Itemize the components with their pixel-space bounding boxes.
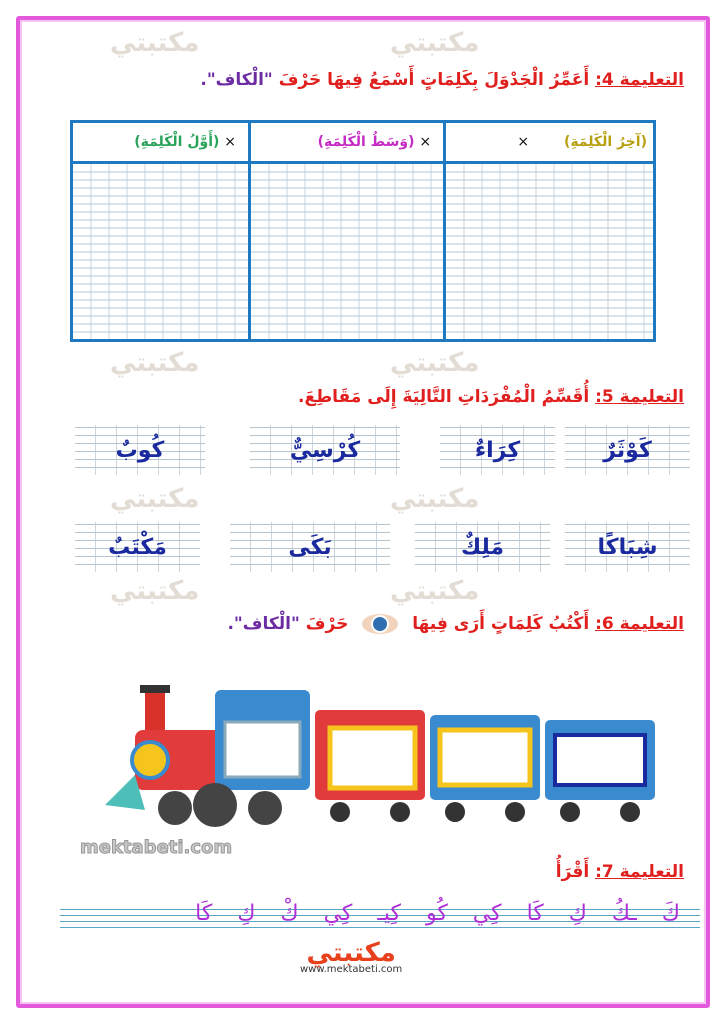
answer-cell-middle[interactable] (247, 161, 447, 342)
eye-icon (362, 614, 399, 634)
letter-position-table: × (أَوَّلُ الْكَلِمَةِ) × (وَسَطُ الْكَل… (70, 120, 656, 342)
column-header-last: (آخِرُ الْكَلِمَةِ) × (443, 120, 656, 164)
instruction-text: أَقْرَأُ (555, 862, 590, 882)
letter-syllables: كَ ـكُ كِ كَا كِي كُو كِيـ كِي كْ كِ كَا (195, 901, 680, 926)
instruction-text: أَعَمِّرُ الْجَدْوَلَ بِكَلِمَاتٍ أَسْمَ… (278, 70, 590, 90)
wagon (430, 715, 540, 822)
header-label: (آخِرُ الْكَلِمَةِ) (563, 134, 647, 150)
header-label: (أَوَّلُ الْكَلِمَةِ) (134, 134, 220, 150)
word-box[interactable]: مَكْتَبٌ (75, 522, 200, 572)
reading-line: كَ ـكُ كِ كَا كِي كُو كِيـ كِي كْ كِ كَا (60, 901, 700, 933)
close-icon: × (419, 134, 432, 150)
instruction-label: التعليمة 4: (595, 70, 684, 90)
mektabeti-logo: مكتبتي www.mektabeti.com (300, 938, 402, 975)
instruction-6: التعليمة 6: أَكْتُبُ كَلِمَاتٍ أَرَى فِي… (227, 614, 684, 634)
kaf-label: "الْكاف". (200, 70, 273, 90)
close-icon: × (517, 134, 530, 150)
answer-cell-first[interactable] (70, 161, 251, 342)
word-box[interactable]: كِرَاءٌ (440, 425, 555, 475)
word-box[interactable]: مَلِكٌ (415, 522, 550, 572)
wagon (315, 710, 425, 822)
column-header-middle: × (وَسَطُ الْكَلِمَةِ) (247, 120, 447, 164)
word-box[interactable]: كُرْسِيٌّ (250, 425, 400, 475)
instruction-label: التعليمة 6: (595, 614, 684, 634)
locomotive (105, 685, 310, 827)
instruction-5: التعليمة 5: أُقَسِّمُ الْمُفْرَدَاتِ الت… (298, 387, 684, 407)
header-label: (وَسَطُ الْكَلِمَةِ) (317, 134, 415, 150)
page-border (16, 16, 710, 1008)
instruction-label: التعليمة 5: (595, 387, 684, 407)
train-illustration (105, 685, 655, 827)
close-icon: × (224, 134, 236, 150)
instruction-7: التعليمة 7: أَقْرَأُ (556, 862, 684, 882)
word-box[interactable]: كَوْثَرٌ (565, 425, 690, 475)
logo-text: مكتبتي (306, 938, 396, 968)
instruction-text: أُقَسِّمُ الْمُفْرَدَاتِ التَّالِيَةَ إِ… (298, 387, 590, 407)
kaf-label: "الْكاف". (227, 614, 300, 634)
instruction-label: التعليمة 7: (595, 862, 684, 882)
answer-cell-last[interactable] (443, 161, 656, 342)
word-box[interactable]: كُوبٌ (75, 425, 205, 475)
column-header-first: × (أَوَّلُ الْكَلِمَةِ) (70, 120, 251, 164)
word-box[interactable]: بَكَى (230, 522, 390, 572)
instruction-text: أَكْتُبُ كَلِمَاتٍ أَرَى فِيهَا (412, 614, 590, 634)
word-box[interactable]: شِبَاكًا (565, 522, 690, 572)
wagon (545, 720, 655, 822)
instruction-4: التعليمة 4: أَعَمِّرُ الْجَدْوَلَ بِكَلِ… (200, 70, 684, 90)
logo-url: www.mektabeti.com (300, 964, 403, 975)
instruction-text: حَرْفَ (305, 614, 349, 634)
